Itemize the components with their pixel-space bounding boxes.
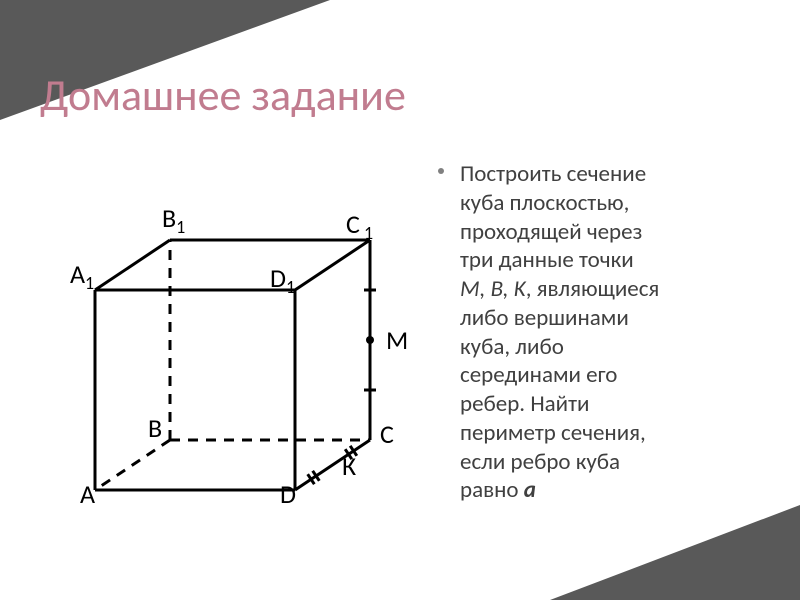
label-m: M: [386, 324, 408, 356]
label-d1: D1: [270, 262, 295, 298]
label-d: D: [280, 478, 296, 510]
bullet-icon: [438, 168, 444, 174]
task-text-block: Построить сечение куба плоскостью, прохо…: [450, 150, 760, 530]
label-c1: C 1: [346, 208, 373, 240]
label-b: B: [148, 412, 162, 444]
content-row: A1 B1 C 1 D1 A B C D M К Построить сечен…: [40, 150, 760, 530]
label-b1: B1: [162, 202, 185, 238]
label-k: К: [342, 450, 356, 482]
label-a1: A1: [70, 258, 94, 294]
label-a: A: [80, 478, 95, 510]
task-text: Построить сечение куба плоскостью, прохо…: [460, 160, 760, 505]
label-c: C: [380, 418, 394, 450]
slide-title: Домашнее задание: [40, 68, 406, 122]
cube-diagram: A1 B1 C 1 D1 A B C D M К: [40, 150, 450, 530]
